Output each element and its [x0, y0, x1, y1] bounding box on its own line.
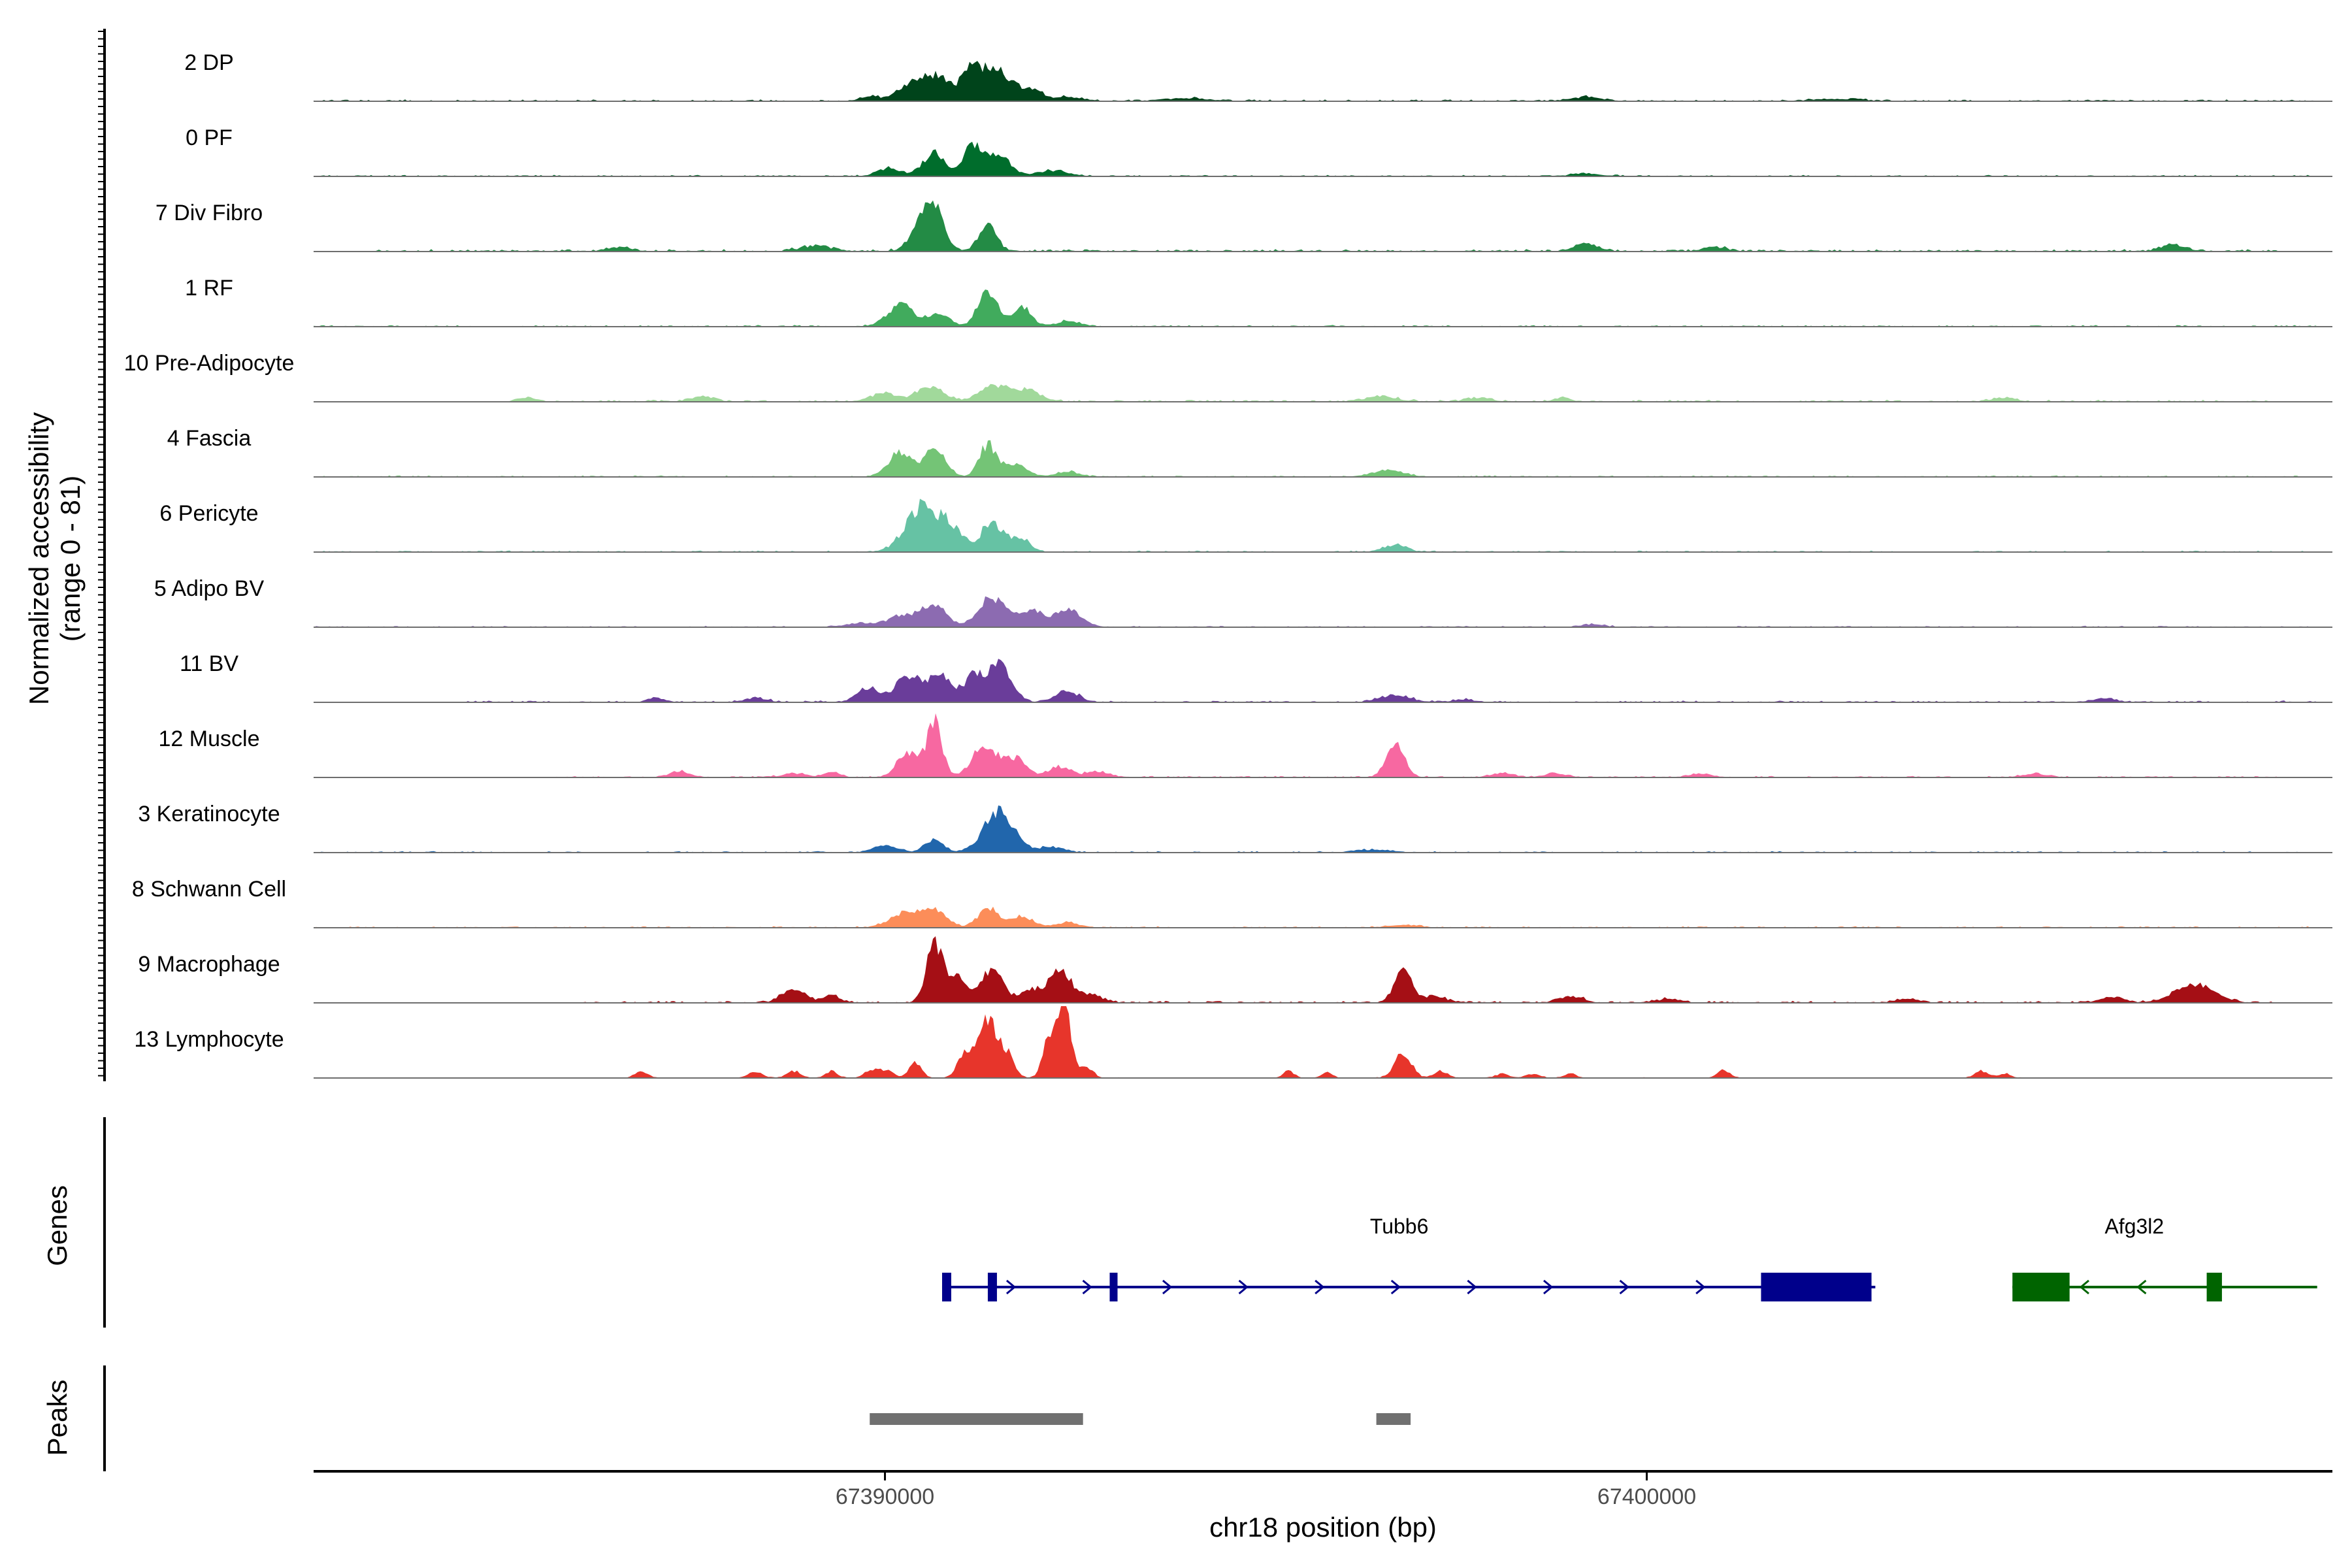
track-12-muscle: 12 Muscle: [159, 713, 2332, 778]
strand-chevron: [1082, 1279, 1092, 1295]
strand-chevron: [1543, 1279, 1554, 1295]
track-9-macrophage: 9 Macrophage: [138, 936, 2332, 1004]
coverage-area: [314, 200, 2332, 252]
track-2-dp: 2 DP: [184, 50, 2332, 102]
track-label: 12 Muscle: [159, 727, 260, 751]
gene-name-label: Afg3l2: [2104, 1215, 2164, 1238]
gene-exon: [2206, 1273, 2222, 1301]
gene-exon: [1109, 1273, 1118, 1301]
coverage-area: [314, 659, 2332, 702]
track-label: 1 RF: [185, 276, 233, 301]
track-5-adipo-bv: 5 Adipo BV: [154, 576, 2332, 628]
gene-name-label: Tubb6: [1370, 1215, 1429, 1238]
track-label: 11 BV: [180, 651, 238, 676]
track-label: 6 Pericyte: [159, 501, 258, 526]
track-0-pf: 0 PF: [186, 125, 2332, 177]
genes-panel: Genes Tubb6 Afg3l2: [42, 1117, 2317, 1328]
x-axis-title: chr18 position (bp): [1209, 1512, 1437, 1543]
y-axis: [98, 29, 106, 1081]
track-label: 5 Adipo BV: [154, 576, 265, 601]
peaks-panel: Peaks: [42, 1365, 1411, 1471]
strand-chevron: [1695, 1279, 1706, 1295]
coverage-tracks: 2 DP 0 PF 7 Div Fibro 1 RF 10 Pre-Adipocyte 4…: [124, 50, 2332, 1079]
track-label: 3 Keratinocyte: [138, 802, 280, 826]
strand-chevron: [1162, 1279, 1173, 1295]
strand-chevron: [1238, 1279, 1249, 1295]
gene-exon: [941, 1273, 951, 1301]
strand-chevron: [1619, 1279, 1629, 1295]
track-label: 13 Lymphocyte: [134, 1027, 284, 1052]
gene-tubb6: Tubb6: [941, 1215, 1876, 1301]
coverage-area: [314, 142, 2332, 176]
track-label: 2 DP: [184, 50, 234, 75]
x-axis: 67390000 67400000 chr18 position (bp): [314, 1470, 2332, 1543]
coverage-area: [314, 61, 2332, 101]
x-tick-label: 67400000: [1597, 1484, 1696, 1509]
gene-exon: [1761, 1273, 1872, 1301]
track-13-lymphocyte: 13 Lymphocyte: [134, 1006, 2332, 1079]
coverage-area: [314, 440, 2332, 477]
x-tick-label: 67390000: [836, 1484, 934, 1509]
y-axis-title: Normalized accessibility (range 0 - 81): [24, 412, 86, 705]
coverage-area: [314, 498, 2332, 552]
gene-exon: [2012, 1273, 2070, 1301]
coverage-area: [314, 384, 2332, 402]
gene-exon: [987, 1273, 997, 1301]
track-label: 0 PF: [186, 125, 233, 150]
strand-chevron: [2079, 1279, 2089, 1295]
track-label: 9 Macrophage: [138, 952, 280, 977]
coverage-area: [314, 805, 2332, 853]
track-11-bv: 11 BV: [180, 651, 2332, 703]
track-1-rf: 1 RF: [185, 276, 2332, 327]
track-6-pericyte: 6 Pericyte: [159, 498, 2332, 553]
track-label: 10 Pre-Adipocyte: [124, 351, 295, 376]
track-4-fascia: 4 Fascia: [167, 426, 2332, 478]
coverage-area: [314, 906, 2332, 928]
coverage-area: [314, 936, 2332, 1003]
strand-chevron: [1005, 1279, 1017, 1295]
coverage-area: [314, 596, 2332, 627]
y-axis-title-line2: (range 0 - 81): [55, 476, 86, 642]
strand-chevron: [2136, 1279, 2147, 1295]
coverage-area: [314, 713, 2332, 777]
peak-region: [1376, 1413, 1411, 1425]
track-7-div-fibro: 7 Div Fibro: [155, 200, 2332, 252]
coverage-area: [314, 1006, 2332, 1078]
strand-chevron: [1467, 1279, 1477, 1295]
strand-chevron: [1315, 1279, 1325, 1295]
coverage-area: [314, 289, 2332, 327]
track-10-pre-adipocyte: 10 Pre-Adipocyte: [124, 351, 2332, 402]
strand-chevron: [1390, 1279, 1401, 1295]
peaks-axis-title: Peaks: [42, 1380, 73, 1456]
track-label: 8 Schwann Cell: [132, 877, 286, 902]
gene-afg3l2: Afg3l2: [2012, 1215, 2317, 1301]
track-label: 7 Div Fibro: [155, 201, 263, 225]
track-label: 4 Fascia: [167, 426, 252, 451]
peak-region: [870, 1413, 1083, 1425]
track-3-keratinocyte: 3 Keratinocyte: [138, 802, 2332, 853]
genes-axis-title: Genes: [42, 1185, 73, 1266]
y-axis-title-line1: Normalized accessibility: [24, 412, 54, 705]
track-8-schwann-cell: 8 Schwann Cell: [132, 877, 2332, 928]
